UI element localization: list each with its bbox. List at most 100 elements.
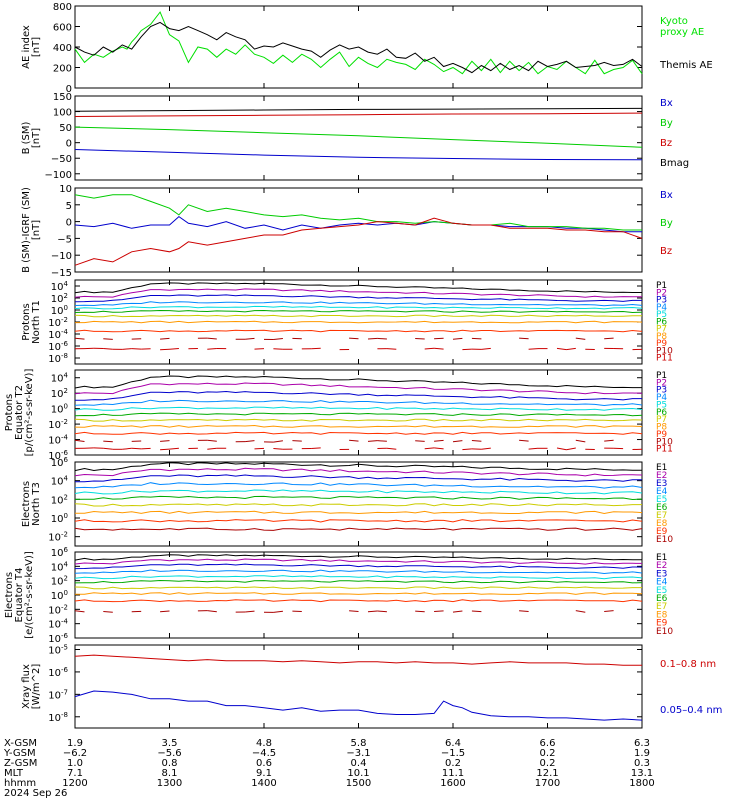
legend-entry-P3: P3 xyxy=(656,296,667,306)
x-row-value: 0.2 xyxy=(540,758,556,769)
channel-line-P10 xyxy=(415,440,425,442)
channel-line-P10 xyxy=(575,439,586,443)
y-tick-label: −10 xyxy=(51,251,72,262)
x-row-value: 6.6 xyxy=(540,738,556,749)
channel-line-P11 xyxy=(556,347,567,351)
channel-line-E10 xyxy=(452,610,463,613)
channel-line-E7 xyxy=(74,503,642,507)
legend-entry: proxy AE xyxy=(660,27,704,38)
channel-line-P10 xyxy=(273,338,283,340)
legend-entry: Kyoto xyxy=(660,16,688,27)
channel-line-P8 xyxy=(75,320,643,324)
x-row-value: 6.3 xyxy=(634,738,650,749)
y-axis-label: B (SM)-IGRF (SM) xyxy=(21,187,32,273)
channel-line-E4 xyxy=(74,482,643,489)
channel-line-E10 xyxy=(207,610,217,613)
channel-line-P10 xyxy=(245,337,255,340)
y-tick-label: 10-2 xyxy=(48,418,68,431)
channel-line-E10 xyxy=(367,610,378,613)
channel-line-P11 xyxy=(207,447,217,450)
x-row-value: 5.8 xyxy=(351,738,367,749)
legend-entry-P10: P10 xyxy=(656,437,673,447)
channel-line-P11 xyxy=(556,447,567,451)
series-line-2 xyxy=(74,126,643,148)
x-row-value: 0.8 xyxy=(162,758,178,769)
channel-line-P11 xyxy=(424,347,435,350)
channel-line-E10 xyxy=(434,610,444,612)
legend-entry-P3: P3 xyxy=(656,386,667,396)
legend-entry-P11: P11 xyxy=(656,354,673,364)
legend-entry-E7: E7 xyxy=(656,602,667,612)
y-tick-label: 102 xyxy=(51,292,68,305)
channel-line-P9 xyxy=(74,329,643,333)
series-line-1 xyxy=(74,11,643,75)
y-axis-label: [e/(cm²-s-sr-keV)] xyxy=(24,551,35,639)
legend-entry-P2: P2 xyxy=(656,288,667,298)
channel-line-P10 xyxy=(519,337,529,340)
legend-entry-E4: E4 xyxy=(656,578,668,588)
channel-line-P11 xyxy=(254,447,265,450)
channel-line-P11 xyxy=(311,447,321,449)
channel-line-P11 xyxy=(169,447,179,450)
panel-5: Protons Equator T2 [p/(cm²-s-sr-keV)] xyxy=(4,369,643,456)
channel-line-P7 xyxy=(74,314,642,318)
legend-entry-E10: E10 xyxy=(656,535,673,545)
legend-entry-P11: P11 xyxy=(656,445,673,455)
channel-line-P11 xyxy=(481,447,491,450)
channel-line-P10 xyxy=(349,439,359,442)
channel-line-P4 xyxy=(74,399,643,407)
channel-line-E10 xyxy=(575,610,586,613)
legend-entry-P4: P4 xyxy=(656,393,667,403)
legend-entry-P5: P5 xyxy=(656,400,667,410)
x-row-value: 12.1 xyxy=(536,768,558,779)
y-tick-label: 10-4 xyxy=(48,434,68,447)
legend-entry-P10: P10 xyxy=(656,346,673,356)
y-tick-label: 104 xyxy=(51,475,69,488)
channel-line-P10 xyxy=(519,439,529,442)
x-row-value: 0.4 xyxy=(351,758,367,769)
x-row-value: 1.9 xyxy=(67,738,83,749)
channel-line-P10 xyxy=(273,440,283,443)
y-axis-label: Electrons xyxy=(21,481,32,527)
channel-line-E10 xyxy=(377,610,387,613)
panel-8: Xray flux [W/m^2] 0.1–0.8 nm 0.05–0.4 nm xyxy=(21,644,722,729)
x-row-value: 0.6 xyxy=(256,758,272,769)
legend-entry-E4: E4 xyxy=(656,487,668,497)
y-tick-label: 400 xyxy=(53,43,72,54)
channel-line-P10 xyxy=(207,337,217,340)
channel-line-E10 xyxy=(160,610,170,613)
channel-line-P10 xyxy=(160,337,170,340)
channel-line-P10 xyxy=(292,440,302,442)
y-axis-label: AE index xyxy=(21,25,32,69)
channel-line-E9 xyxy=(74,599,643,603)
panel-3: B (SM)-IGRF (SM) [nT] Bx By Bz xyxy=(21,187,673,273)
legend-entry-E6: E6 xyxy=(656,503,668,513)
y-tick-label: −15 xyxy=(51,268,72,279)
x-row-value: −4.5 xyxy=(252,748,276,759)
x-row-value: 11.1 xyxy=(442,768,464,779)
channel-line-P2 xyxy=(74,382,643,395)
x-row-value: −6.2 xyxy=(63,748,87,759)
y-axis-label: [nT] xyxy=(31,128,42,148)
y-tick-label: 10-5 xyxy=(48,643,68,656)
x-row-value: 10.1 xyxy=(347,768,369,779)
channel-line-P11 xyxy=(566,347,576,351)
channel-line-P11 xyxy=(528,348,539,350)
y-tick-label: 5 xyxy=(66,201,72,212)
panel-frame xyxy=(74,369,643,456)
channel-line-E8 xyxy=(75,510,643,515)
y-tick-label: 10-2 xyxy=(48,603,68,616)
legend-entry-E1: E1 xyxy=(656,463,667,473)
panel-2: B (SM) [nT] Bx By Bz Bmag xyxy=(21,95,689,181)
y-axis-label: North T1 xyxy=(31,300,42,344)
y-tick-label: 104 xyxy=(51,280,69,293)
channel-line-E10 xyxy=(604,610,614,612)
legend-entry-P1: P1 xyxy=(656,371,667,381)
legend-entry-P1: P1 xyxy=(656,281,667,291)
y-tick-label: 102 xyxy=(51,387,68,400)
channel-line-E8 xyxy=(74,592,643,595)
channel-line-E6 xyxy=(74,579,643,584)
y-tick-label: 106 xyxy=(51,456,69,469)
channel-line-P11 xyxy=(122,447,132,450)
